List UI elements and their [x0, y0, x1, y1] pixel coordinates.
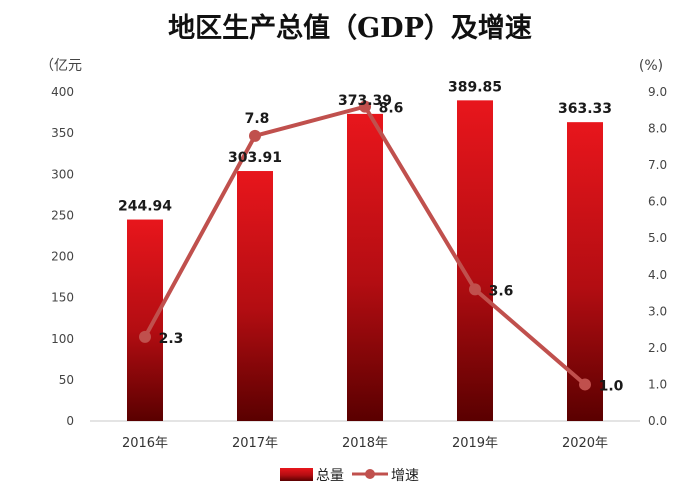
chart-title: 地区生产总值（GDP）及增速 [168, 12, 532, 44]
growth-point [579, 378, 591, 391]
left-axis-tick: 300 [51, 167, 74, 181]
bar-value-label: 373.39 [338, 93, 392, 109]
left-axis-unit: （亿元 [40, 58, 82, 74]
bar-value-label: 363.33 [558, 101, 612, 117]
bar-value-label: 303.91 [228, 150, 282, 166]
right-axis-tick: 7.0 [648, 158, 667, 172]
right-axis-tick: 3.0 [648, 304, 667, 318]
left-axis-tick: 0 [66, 414, 74, 428]
left-axis-tick: 150 [51, 291, 74, 305]
left-axis-tick: 350 [51, 126, 74, 140]
left-axis-tick: 50 [59, 373, 74, 387]
line-value-label: 7.8 [245, 111, 270, 127]
x-axis-tick: 2019年 [452, 436, 498, 451]
growth-point [249, 129, 261, 142]
right-axis-tick: 9.0 [648, 85, 667, 99]
bar-data-labels: 244.94 303.91 373.39 389.85 363.33 [118, 79, 612, 214]
left-axis-tick: 400 [51, 85, 74, 99]
legend-line-marker [365, 469, 375, 479]
right-axis-tick: 1.0 [648, 377, 667, 391]
x-axis-tick: 2018年 [342, 436, 388, 451]
gdp-bar [567, 122, 603, 421]
x-axis-ticks: 2016年 2017年 2018年 2019年 2020年 [122, 436, 608, 451]
gdp-bar [457, 100, 493, 421]
line-value-label: 8.6 [379, 101, 404, 117]
gdp-bar [237, 171, 273, 421]
x-axis-tick: 2016年 [122, 436, 168, 451]
growth-line-series [139, 100, 591, 391]
right-axis-tick: 8.0 [648, 122, 667, 136]
growth-point [469, 283, 481, 296]
growth-point [359, 100, 371, 113]
right-axis-ticks: 0.0 1.0 2.0 3.0 4.0 5.0 6.0 7.0 8.0 9.0 [648, 85, 667, 428]
right-axis-tick: 4.0 [648, 268, 667, 282]
x-axis-tick: 2020年 [562, 436, 608, 451]
legend-bar-label: 总量 [316, 468, 344, 484]
gdp-bar [127, 219, 163, 421]
right-axis-tick: 5.0 [648, 231, 667, 245]
legend-line-label: 增速 [391, 468, 419, 484]
line-value-label: 2.3 [159, 331, 184, 347]
line-value-label: 1.0 [599, 378, 624, 394]
right-axis-tick: 6.0 [648, 195, 667, 209]
legend-bar-swatch [280, 468, 313, 481]
legend: 总量 增速 [280, 468, 419, 484]
bar-series [127, 100, 603, 422]
growth-point [139, 330, 151, 343]
right-axis-tick: 2.0 [648, 341, 667, 355]
line-value-label: 3.6 [489, 283, 514, 299]
x-axis-tick: 2017年 [232, 436, 278, 451]
line-data-labels: 2.3 7.8 8.6 3.6 1.0 [159, 101, 624, 395]
right-axis-tick: 0.0 [648, 414, 667, 428]
left-axis-tick: 200 [51, 250, 74, 264]
left-axis-ticks: 0 50 100 150 200 250 300 350 400 [51, 85, 74, 428]
left-axis-tick: 100 [51, 332, 74, 346]
bar-value-label: 244.94 [118, 199, 172, 215]
gdp-bar [347, 113, 383, 422]
bar-value-label: 389.85 [448, 79, 502, 95]
left-axis-tick: 250 [51, 208, 74, 222]
right-axis-unit: (%) [639, 58, 663, 74]
